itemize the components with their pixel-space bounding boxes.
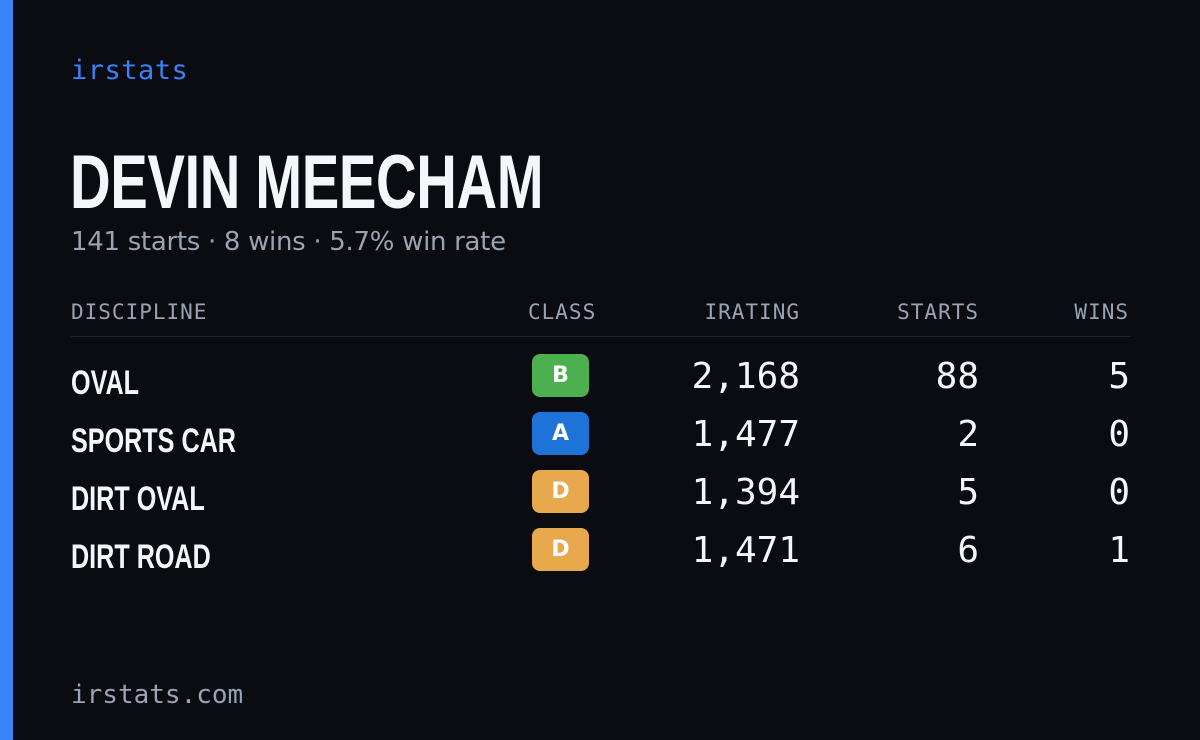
irating-value: 1,477 <box>691 414 800 455</box>
stats-table-header: DISCIPLINE CLASS IRATING STARTS WINS <box>71 298 1131 337</box>
table-row: SPORTS CAR A 1,477 2 0 <box>71 412 1131 470</box>
wins-value: 0 <box>1108 472 1130 513</box>
license-class-badge: B <box>532 354 589 397</box>
driver-name: DEVIN MEECHAM <box>70 140 544 225</box>
irating-value: 1,471 <box>691 530 800 571</box>
starts-value: 5 <box>957 472 979 513</box>
column-header-starts: STARTS <box>897 300 979 324</box>
footer-url: irstats.com <box>71 680 244 710</box>
driver-summary: 141 starts · 8 wins · 5.7% win rate <box>71 227 506 257</box>
wins-value: 1 <box>1108 530 1130 571</box>
table-row: DIRT ROAD D 1,471 6 1 <box>71 528 1131 586</box>
wins-value: 5 <box>1108 356 1130 397</box>
license-class-badge: A <box>532 412 589 455</box>
table-row: DIRT OVAL D 1,394 5 0 <box>71 470 1131 528</box>
discipline-name: SPORTS CAR <box>71 422 236 460</box>
column-header-irating: IRATING <box>704 300 800 324</box>
starts-value: 2 <box>957 414 979 455</box>
column-header-class: CLASS <box>528 300 597 324</box>
discipline-name: OVAL <box>71 364 140 402</box>
accent-bar <box>0 0 13 740</box>
starts-value: 88 <box>935 356 979 397</box>
table-row: OVAL B 2,168 88 5 <box>71 354 1131 412</box>
discipline-name: DIRT ROAD <box>71 538 211 576</box>
column-header-wins: WINS <box>1074 300 1129 324</box>
irating-value: 1,394 <box>691 472 800 513</box>
column-header-discipline: DISCIPLINE <box>71 300 208 324</box>
license-class-badge: D <box>532 470 589 513</box>
irating-value: 2,168 <box>691 356 800 397</box>
starts-value: 6 <box>957 530 979 571</box>
brand-logo-text: irstats <box>71 55 189 86</box>
license-class-badge: D <box>532 528 589 571</box>
wins-value: 0 <box>1108 414 1130 455</box>
discipline-name: DIRT OVAL <box>71 480 205 518</box>
